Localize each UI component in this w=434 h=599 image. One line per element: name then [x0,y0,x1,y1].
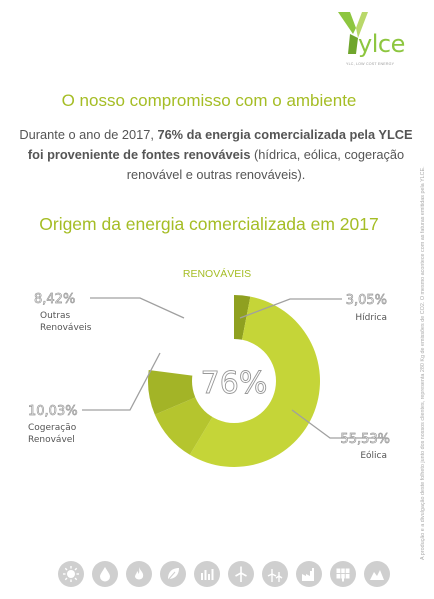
chart-icon [194,561,220,587]
value-cogeracao: 10,03% [28,404,78,419]
group-label: RENOVÁVEIS [183,267,251,280]
brand-tagline: YLC, LOW COST ENERGY [346,62,395,66]
commitment-title: O nosso compromisso com o ambiente [61,91,357,110]
leader-outras [90,297,185,319]
leader-hidrica [239,298,342,319]
label-outras: Outras Renováveis [40,311,92,333]
commitment-text: Durante o ano de 2017, 76% da energia co… [16,125,416,185]
sun-icon [58,561,84,587]
side-note: A produção e a divulgação deste folheto … [420,166,426,560]
text-after: (hídrica, eólica, cogeração renovável e … [126,147,405,182]
chart-section-title: Origem da energia comercializada em 2017 [39,214,379,234]
solar-panel-icon [330,561,356,587]
donut-hole [192,339,276,423]
text-before: Durante o ano de 2017, [19,127,158,142]
ylce-logo: ylce YLC, LOW COST ENERGY [336,10,428,70]
label-hidrica: Hídrica [355,313,387,323]
water-drop-icon [92,561,118,587]
text-bold: 76% da energia comercializada pela YLCE … [27,127,413,162]
value-outras: 8,42% [34,292,75,307]
leader-eolica [291,409,387,439]
energy-icons-row [58,561,390,587]
wind-turbine-icon [228,561,254,587]
wind-turbine-small-icon [262,561,288,587]
center-label: 76% [201,366,268,401]
value-eolica: 55,53% [340,432,390,447]
brand-name: ylce [358,30,405,58]
value-hidrica: 3,05% [346,293,387,308]
flame-icon [126,561,152,587]
factory-icon [296,561,322,587]
label-eolica: Eólica [360,450,387,461]
mine-icon [364,561,390,587]
label-cogeracao: Cogeração Renovável [28,423,77,445]
leaf-icon [160,561,186,587]
leader-cogeracao [82,352,161,411]
